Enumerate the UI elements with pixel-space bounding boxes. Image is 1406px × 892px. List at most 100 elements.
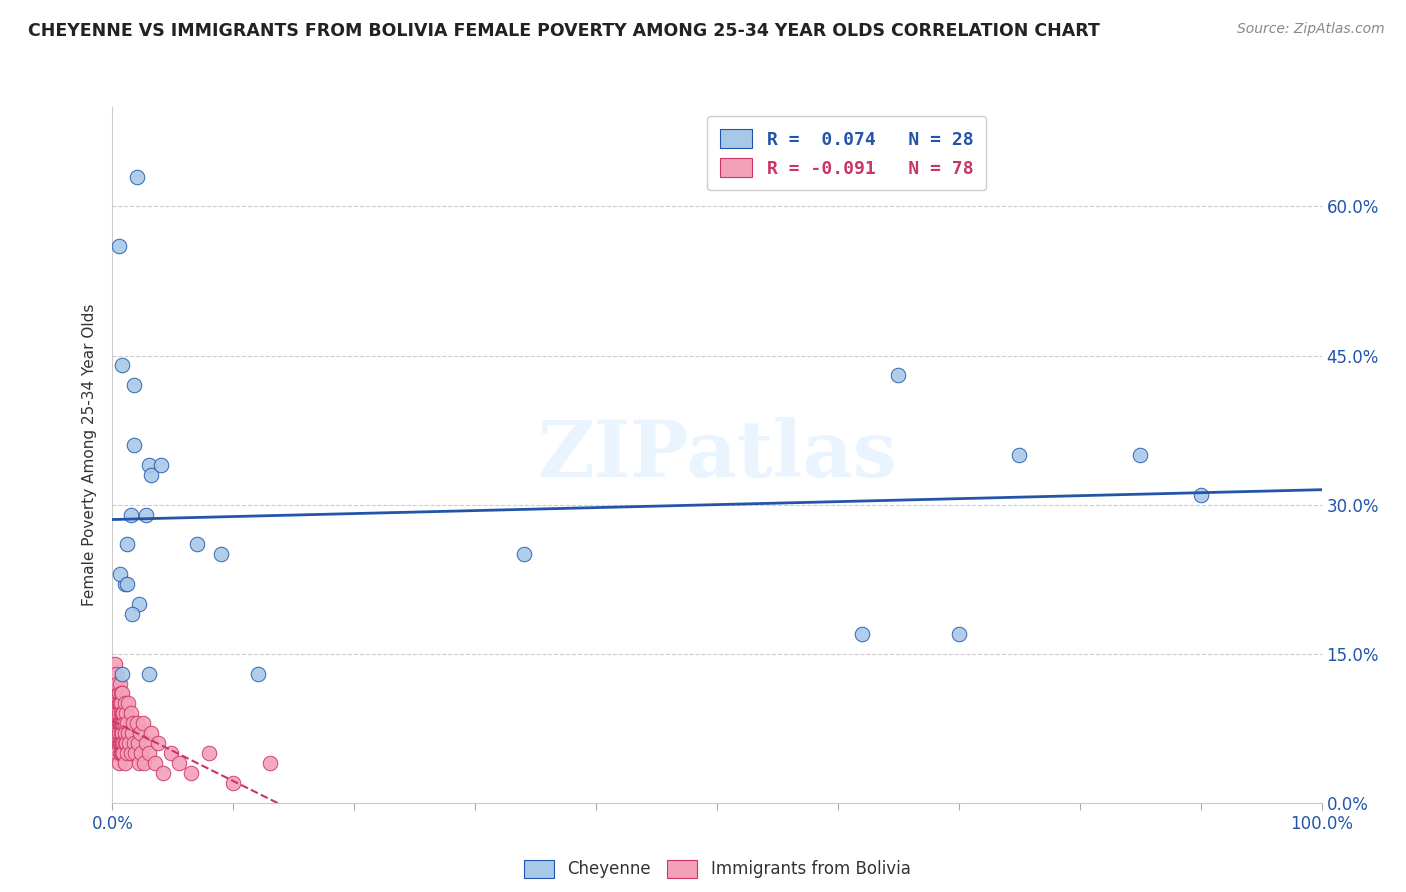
Point: [122, 438, 145, 452]
Point: [120, 746, 142, 760]
Point: [110, 686, 132, 700]
Legend: Cheyenne, Immigrants from Bolivia: Cheyenne, Immigrants from Bolivia: [517, 853, 917, 885]
Point: [141, 726, 163, 740]
Point: [1189, 488, 1212, 502]
Point: [108, 676, 131, 690]
Point: [114, 577, 136, 591]
Point: [159, 746, 181, 760]
Point: [222, 776, 245, 790]
Point: [167, 756, 190, 770]
Point: [135, 508, 157, 522]
Point: [111, 736, 134, 750]
Point: [105, 726, 128, 740]
Point: [132, 716, 155, 731]
Point: [121, 726, 143, 740]
Point: [115, 716, 138, 731]
Point: [125, 716, 148, 731]
Point: [148, 736, 170, 750]
Point: [108, 736, 131, 750]
Point: [138, 458, 160, 472]
Point: [107, 697, 129, 711]
Point: [108, 567, 131, 582]
Point: [118, 736, 141, 750]
Point: [111, 686, 134, 700]
Point: [1008, 448, 1031, 462]
Point: [107, 706, 129, 721]
Point: [111, 726, 134, 740]
Point: [121, 607, 143, 621]
Point: [186, 537, 208, 551]
Point: [114, 736, 136, 750]
Point: [127, 736, 149, 750]
Point: [129, 726, 152, 740]
Point: [111, 716, 134, 731]
Point: [105, 706, 128, 721]
Point: [887, 368, 910, 383]
Y-axis label: Female Poverty Among 25-34 Year Olds: Female Poverty Among 25-34 Year Olds: [82, 304, 97, 606]
Point: [117, 726, 139, 740]
Point: [104, 697, 127, 711]
Point: [110, 697, 132, 711]
Point: [108, 746, 131, 760]
Point: [138, 666, 160, 681]
Point: [105, 706, 128, 721]
Point: [141, 467, 163, 482]
Point: [105, 666, 128, 681]
Point: [108, 697, 131, 711]
Point: [107, 716, 129, 731]
Point: [131, 746, 153, 760]
Point: [112, 746, 135, 760]
Point: [111, 359, 134, 373]
Point: [112, 706, 135, 721]
Point: [851, 627, 873, 641]
Point: [124, 746, 146, 760]
Point: [115, 577, 138, 591]
Point: [132, 756, 155, 770]
Point: [105, 697, 128, 711]
Point: [122, 378, 145, 392]
Point: [114, 736, 136, 750]
Point: [180, 766, 202, 780]
Point: [107, 239, 129, 253]
Point: [948, 627, 970, 641]
Point: [512, 547, 534, 561]
Point: [107, 736, 129, 750]
Point: [110, 726, 132, 740]
Point: [112, 716, 135, 731]
Point: [110, 706, 132, 721]
Point: [111, 706, 134, 721]
Point: [110, 736, 132, 750]
Point: [108, 716, 131, 731]
Point: [114, 756, 136, 770]
Point: [110, 716, 132, 731]
Point: [111, 666, 134, 681]
Point: [105, 676, 128, 690]
Point: [105, 736, 128, 750]
Point: [120, 508, 142, 522]
Text: ZIPatlas: ZIPatlas: [537, 417, 897, 493]
Point: [125, 169, 148, 184]
Text: CHEYENNE VS IMMIGRANTS FROM BOLIVIA FEMALE POVERTY AMONG 25-34 YEAR OLDS CORRELA: CHEYENNE VS IMMIGRANTS FROM BOLIVIA FEMA…: [28, 22, 1099, 40]
Point: [198, 746, 221, 760]
Point: [114, 697, 136, 711]
Point: [138, 746, 160, 760]
Point: [114, 726, 136, 740]
Text: Source: ZipAtlas.com: Source: ZipAtlas.com: [1237, 22, 1385, 37]
Point: [105, 686, 128, 700]
Point: [115, 537, 138, 551]
Point: [114, 706, 136, 721]
Point: [209, 547, 232, 561]
Point: [152, 766, 174, 780]
Point: [104, 657, 127, 671]
Point: [115, 746, 138, 760]
Point: [105, 716, 128, 731]
Point: [122, 716, 145, 731]
Point: [143, 756, 166, 770]
Point: [107, 756, 129, 770]
Point: [122, 736, 145, 750]
Point: [128, 756, 150, 770]
Point: [246, 666, 269, 681]
Point: [110, 746, 132, 760]
Point: [149, 458, 172, 472]
Point: [105, 746, 128, 760]
